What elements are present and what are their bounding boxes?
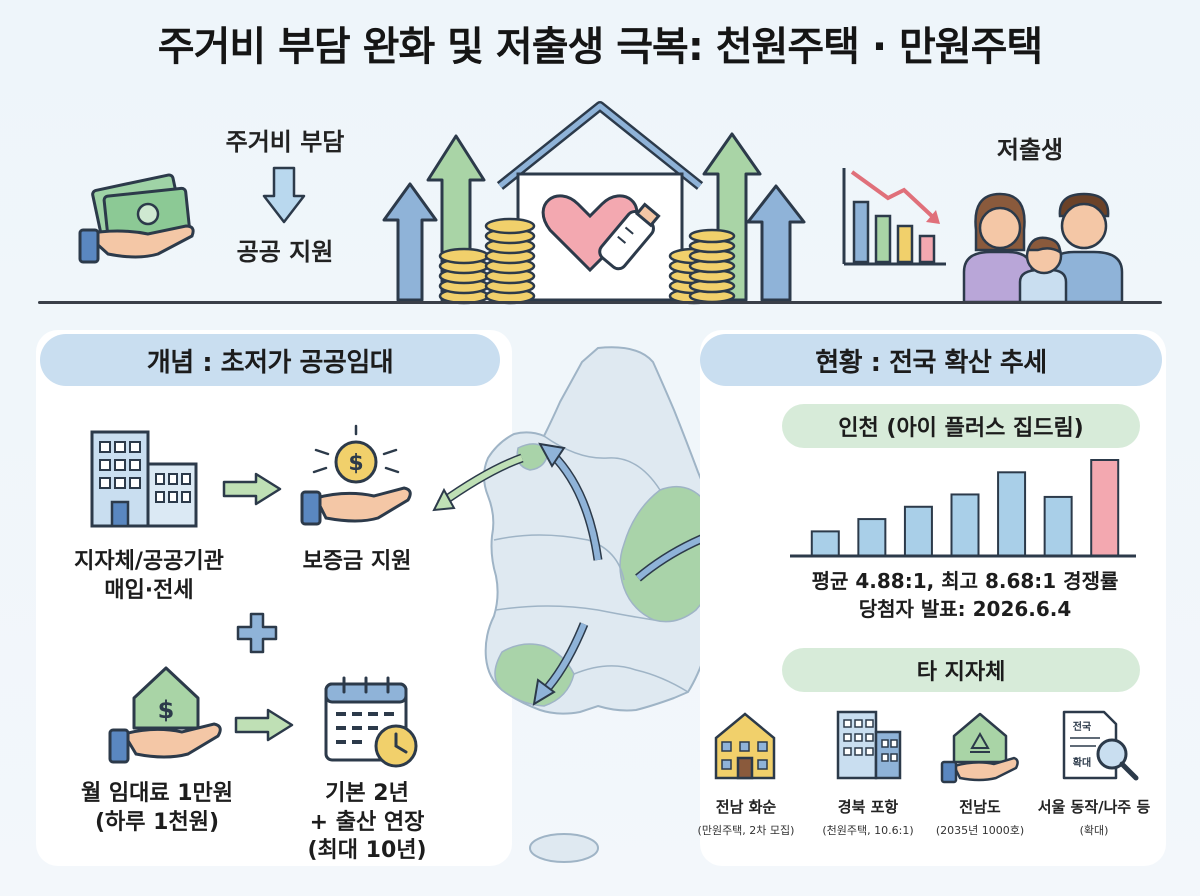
house-hand-icon: $ bbox=[108, 666, 222, 764]
city-name-2: 경북 포항 bbox=[837, 798, 899, 816]
concept-step4-label: 기본 2년 + 출산 연장 (최대 10년) bbox=[307, 781, 427, 864]
incheon-bar-chart bbox=[790, 459, 1136, 558]
status-heading: 현황 : 전국 확산 추세 bbox=[700, 334, 1162, 386]
document-magnifier-icon: 전국 확대 bbox=[1062, 710, 1139, 781]
concept-heading: 개념 : 초저가 공공임대 bbox=[40, 334, 500, 386]
chart-bar-4 bbox=[950, 493, 980, 557]
house-heart-icon bbox=[382, 101, 806, 302]
concept-step1-label: 지자체/공공기관 매입·전세 bbox=[74, 549, 224, 603]
arrow-right-icon bbox=[234, 708, 294, 742]
doc-icon-text-top: 전국 bbox=[1073, 720, 1091, 733]
concept-step3-label: 월 임대료 1만원 (하루 1천원) bbox=[80, 781, 234, 835]
incheon-label: 인천 (아이 플러스 집드림) bbox=[782, 404, 1140, 448]
chart-bar-6 bbox=[1043, 495, 1073, 557]
calendar-clock-icon bbox=[324, 676, 418, 768]
header-right-label: 저출생 bbox=[996, 136, 1064, 164]
coin-hand-icon: $ bbox=[300, 424, 412, 526]
recycle-house-icon bbox=[940, 712, 1019, 784]
incheon-stat-line2: 당첨자 발표: 2026.6.4 bbox=[858, 597, 1072, 621]
city-note-2: (천원주택, 10.6:1) bbox=[822, 824, 914, 837]
money-hand-icon bbox=[78, 173, 195, 264]
svg-text:$: $ bbox=[158, 696, 175, 724]
city-note-4: (확대) bbox=[1079, 824, 1109, 837]
doc-icon-text-bottom: 확대 bbox=[1073, 756, 1091, 769]
header-left-bottom: 공공 지원 bbox=[236, 238, 334, 266]
family-icon bbox=[962, 192, 1124, 304]
city-note-1: (만원주택, 2차 모집) bbox=[697, 824, 795, 837]
plus-icon bbox=[236, 612, 278, 654]
chart-bar-3 bbox=[903, 505, 933, 557]
chart-bar-7 bbox=[1090, 459, 1120, 557]
office-building-icon bbox=[836, 710, 902, 780]
korea-map bbox=[432, 346, 780, 863]
header-left-top: 주거비 부담 bbox=[225, 128, 345, 156]
svg-text:$: $ bbox=[348, 451, 363, 476]
coin-stack-icon bbox=[438, 217, 736, 305]
city-note-3: (2035년 1000호) bbox=[935, 824, 1025, 837]
city-name-3: 전남도 bbox=[959, 798, 1001, 816]
chart-bar-2 bbox=[857, 518, 887, 557]
school-building-icon bbox=[714, 712, 776, 780]
concept-panel bbox=[36, 330, 512, 866]
city-name-4: 서울 동작/나주 등 bbox=[1037, 798, 1151, 816]
chart-bar-5 bbox=[997, 471, 1027, 557]
concept-step2-label: 보증금 지원 bbox=[302, 549, 412, 574]
chart-bar-1 bbox=[810, 530, 840, 557]
others-label: 타 지자체 bbox=[782, 648, 1140, 692]
decline-chart-icon bbox=[842, 168, 946, 266]
incheon-stat-line1: 평균 4.88:1, 최고 8.68:1 경쟁률 bbox=[811, 569, 1119, 593]
building-icon bbox=[90, 430, 198, 528]
city-name-1: 전남 화순 bbox=[715, 798, 777, 816]
arrow-right-icon bbox=[222, 472, 282, 506]
header-divider bbox=[38, 301, 1162, 304]
down-arrow-icon bbox=[262, 166, 306, 224]
page-title: 주거비 부담 완화 및 저출생 극복: 천원주택 · 만원주택 bbox=[157, 24, 1043, 70]
